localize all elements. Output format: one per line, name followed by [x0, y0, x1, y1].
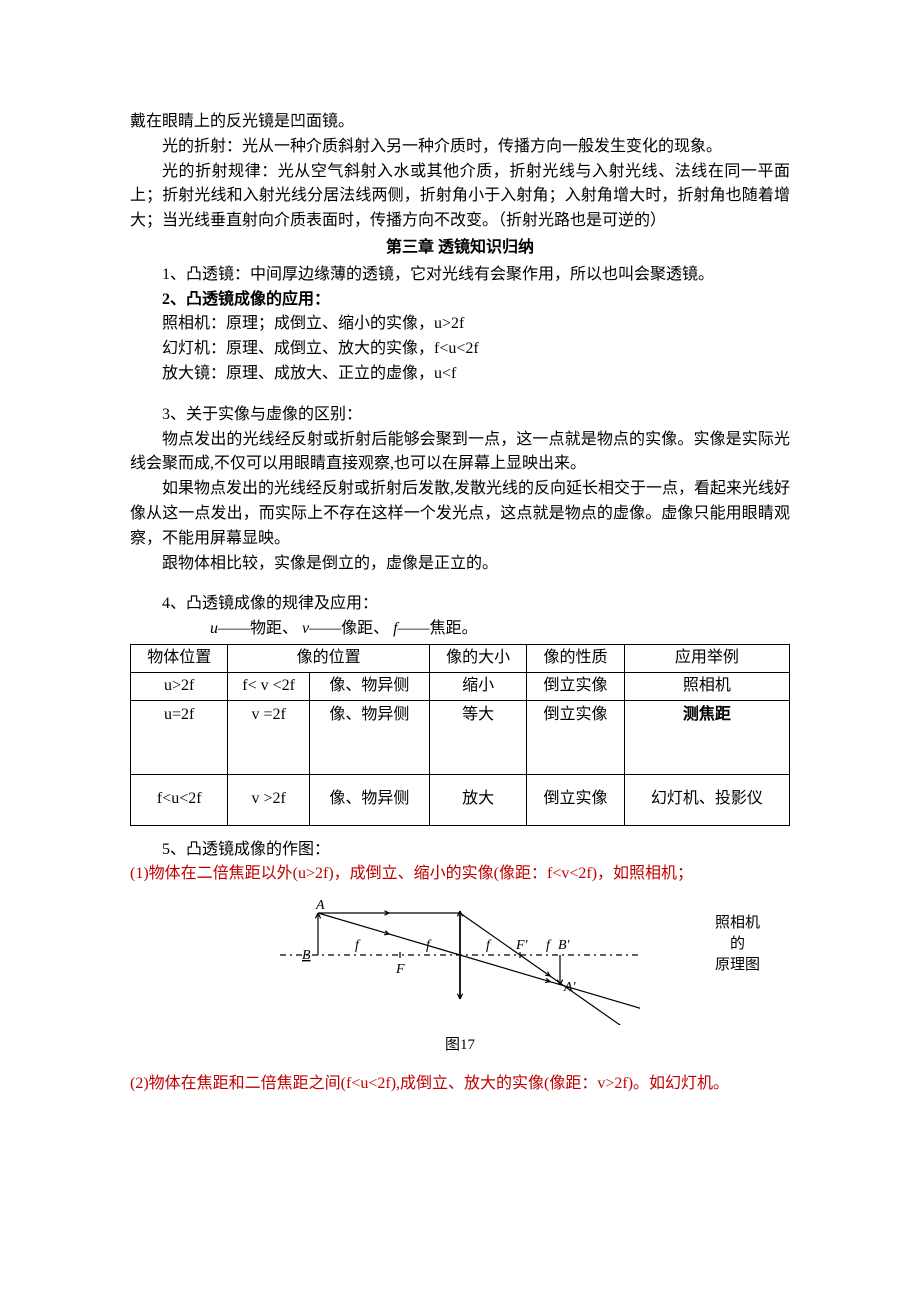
list-item-heading: 2、凸透镜成像的应用： — [130, 288, 790, 313]
table-cell: v =2f — [228, 700, 309, 774]
paragraph-red: (1)物体在二倍焦距以外(u>2f)，成倒立、缩小的实像(像距：f<v<2f)，… — [130, 862, 790, 887]
svg-text:f: f — [355, 938, 361, 953]
paragraph: 光的折射规律：光从空气斜射入水或其他介质，折射光线与入射光线、法线在同一平面上；… — [130, 160, 790, 234]
paragraph: 跟物体相比较，实像是倒立的，虚像是正立的。 — [130, 552, 790, 577]
table-cell: f< v <2f — [228, 672, 309, 700]
spacer — [130, 576, 790, 592]
text: ——物距、 — [218, 620, 298, 637]
spacer — [130, 387, 790, 403]
chapter-title: 第三章 透镜知识归纳 — [130, 236, 790, 261]
table-cell: 像、物异侧 — [309, 672, 429, 700]
list-item-heading: 3、关于实像与虚像的区别： — [130, 403, 790, 428]
table-cell: 放大 — [429, 774, 526, 825]
svg-text:F': F' — [515, 938, 529, 953]
table-cell: u=2f — [131, 700, 228, 774]
table-row: u=2f v =2f 像、物异侧 等大 倒立实像 测焦距 — [131, 700, 790, 774]
table-header: 像的性质 — [527, 644, 624, 672]
text: ——焦距。 — [398, 620, 478, 637]
list-item: 1、凸透镜：中间厚边缘薄的透镜，它对光线有会聚作用，所以也叫会聚透镜。 — [130, 263, 790, 288]
variable-legend: u——物距、 v——像距、 f——焦距。 — [210, 617, 790, 642]
table-header: 应用举例 — [624, 644, 789, 672]
table-cell: 像、物异侧 — [309, 774, 429, 825]
svg-text:B': B' — [558, 938, 571, 953]
table-cell: 缩小 — [429, 672, 526, 700]
paragraph: 物点发出的光线经反射或折射后能够会聚到一点，这一点就是物点的实像。实像是实际光线… — [130, 428, 790, 478]
figure-container: A B Ff f f f F' B' A' 照相机 的 原理图 — [130, 895, 790, 1034]
table-cell: 照相机 — [624, 672, 789, 700]
svg-text:A': A' — [563, 980, 577, 995]
svg-text:f: f — [426, 938, 432, 953]
text: 原理图 — [715, 955, 760, 976]
table-cell: 幻灯机、投影仪 — [624, 774, 789, 825]
var-u: u — [210, 620, 218, 637]
document-page: 戴在眼睛上的反光镜是凹面镜。 光的折射：光从一种介质斜射入另一种介质时，传播方向… — [0, 0, 920, 1302]
table-cell: u>2f — [131, 672, 228, 700]
table-cell: 倒立实像 — [527, 700, 624, 774]
text: 的 — [715, 934, 760, 955]
table-cell: 等大 — [429, 700, 526, 774]
list-subitem: 放大镜：原理、成放大、正立的虚像，u<f — [130, 362, 790, 387]
table-row: u>2f f< v <2f 像、物异侧 缩小 倒立实像 照相机 — [131, 672, 790, 700]
paragraph-red: (2)物体在焦距和二倍焦距之间(f<u<2f),成倒立、放大的实像(像距：v>2… — [130, 1072, 790, 1097]
svg-text:B: B — [302, 948, 311, 963]
text: 光的折射：光从一种介质斜射入另一种介质时，传播方向一般发生变化的现象。 — [162, 138, 722, 155]
table-cell: v >2f — [228, 774, 309, 825]
table-row: f<u<2f v >2f 像、物异侧 放大 倒立实像 幻灯机、投影仪 — [131, 774, 790, 825]
table-cell: 倒立实像 — [527, 672, 624, 700]
table-cell: 测焦距 — [624, 700, 789, 774]
table-header-row: 物体位置 像的位置 像的大小 像的性质 应用举例 — [131, 644, 790, 672]
figure-caption: 图17 — [130, 1034, 790, 1057]
figure-side-label: 照相机 的 原理图 — [715, 913, 760, 976]
table-header: 物体位置 — [131, 644, 228, 672]
table-cell: 倒立实像 — [527, 774, 624, 825]
table-cell: 像、物异侧 — [309, 700, 429, 774]
text: 照相机 — [715, 913, 760, 934]
list-item-heading: 5、凸透镜成像的作图： — [130, 838, 790, 863]
list-subitem: 幻灯机：原理、成倒立、放大的实像，f<u<2f — [130, 337, 790, 362]
paragraph: 光的折射：光从一种介质斜射入另一种介质时，传播方向一般发生变化的现象。 — [130, 135, 790, 160]
svg-text:f: f — [486, 938, 492, 953]
svg-text:f: f — [546, 938, 552, 953]
list-subitem: 照相机：原理；成倒立、缩小的实像，u>2f — [130, 312, 790, 337]
table-cell: f<u<2f — [131, 774, 228, 825]
svg-text:F: F — [395, 962, 405, 977]
table-header: 像的大小 — [429, 644, 526, 672]
text: ——像距、 — [309, 620, 389, 637]
list-item-heading: 4、凸透镜成像的规律及应用： — [130, 592, 790, 617]
paragraph: 戴在眼睛上的反光镜是凹面镜。 — [130, 110, 790, 135]
svg-text:A: A — [315, 898, 325, 913]
paragraph: 如果物点发出的光线经反射或折射后发散,发散光线的反向延长相交于一点，看起来光线好… — [130, 477, 790, 551]
text: 光的折射规律：光从空气斜射入水或其他介质，折射光线与入射光线、法线在同一平面上；… — [130, 163, 790, 230]
table-header: 像的位置 — [228, 644, 429, 672]
lens-diagram: A B Ff f f f F' B' A' — [270, 895, 650, 1025]
lens-rules-table: 物体位置 像的位置 像的大小 像的性质 应用举例 u>2f f< v <2f 像… — [130, 644, 790, 826]
